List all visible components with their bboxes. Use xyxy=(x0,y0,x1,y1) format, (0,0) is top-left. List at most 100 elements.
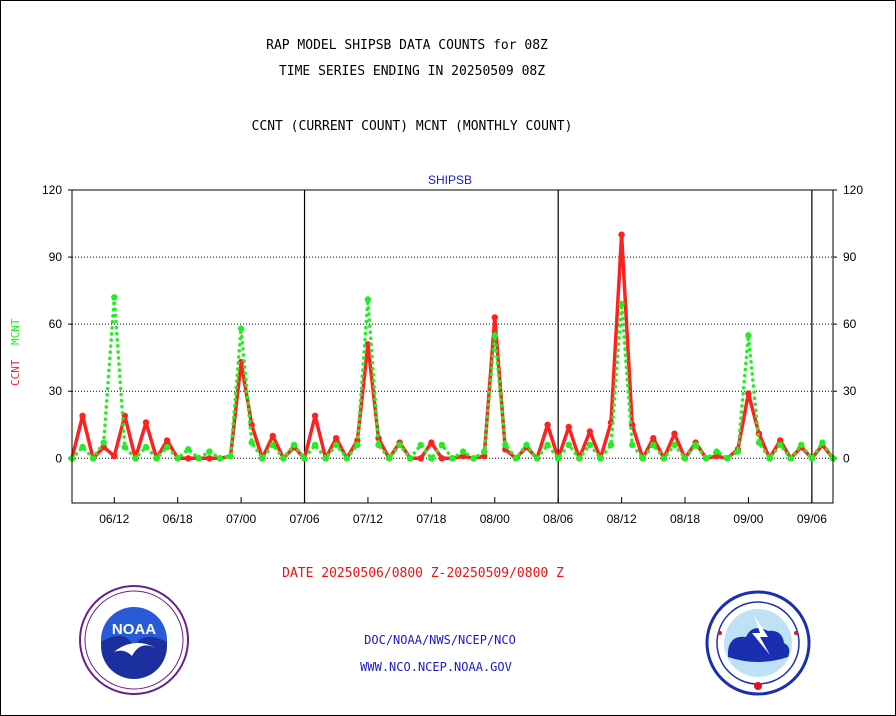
footer-org-path[interactable]: DOC/NOAA/NWS/NCEP/NCO xyxy=(364,633,516,647)
series-point-mcnt-39 xyxy=(481,448,488,455)
series-point-mcnt-8 xyxy=(153,455,160,462)
title-line-2: TIME SERIES ENDING IN 20250509 08Z xyxy=(278,64,546,79)
series-point-mcnt-13 xyxy=(206,448,213,455)
y-tick-label-right-0: 0 xyxy=(843,451,850,465)
series-point-mcnt-29 xyxy=(375,441,382,449)
x-tick-label-07-06: 07/06 xyxy=(290,512,320,526)
series-point-mcnt-22 xyxy=(301,455,308,462)
series-point-mcnt-2 xyxy=(89,455,97,462)
series-point-mcnt-63 xyxy=(734,448,742,455)
series-point-mcnt-64 xyxy=(745,332,752,339)
x-tick-label-08-06: 08/06 xyxy=(543,512,573,526)
series-point-ccnt-19 xyxy=(269,432,276,440)
series-point-mcnt-38 xyxy=(470,455,477,462)
series-point-mcnt-56 xyxy=(660,455,668,462)
series-point-mcnt-52 xyxy=(618,300,625,308)
series-point-mcnt-43 xyxy=(523,441,530,449)
series-point-mcnt-66 xyxy=(766,455,773,462)
series-point-ccnt-55 xyxy=(650,435,657,442)
series-point-mcnt-31 xyxy=(396,441,403,449)
series-point-ccnt-9 xyxy=(163,437,171,444)
series-point-mcnt-58 xyxy=(681,455,689,462)
series-point-mcnt-36 xyxy=(449,455,456,462)
panel-title: SHIPSB xyxy=(428,173,472,187)
y-tick-label-right-30: 30 xyxy=(843,384,857,398)
y-tick-label-left-60: 60 xyxy=(49,317,63,331)
x-tick-label-09-06: 09/06 xyxy=(797,512,827,526)
series-point-mcnt-26 xyxy=(343,455,350,462)
noaa-logo-icon: NOAA xyxy=(79,585,189,695)
series-point-mcnt-71 xyxy=(819,439,826,446)
series-point-ccnt-13 xyxy=(206,455,213,462)
series-point-ccnt-11 xyxy=(185,455,192,462)
series-point-mcnt-3 xyxy=(100,439,107,446)
series-point-mcnt-21 xyxy=(290,441,298,449)
series-point-mcnt-57 xyxy=(671,441,678,449)
x-tick-label-06-12: 06/12 xyxy=(99,512,129,526)
series-point-mcnt-4 xyxy=(111,294,118,301)
series-point-mcnt-14 xyxy=(216,455,224,462)
series-point-mcnt-54 xyxy=(639,455,646,462)
y-axis-label-mcnt: MCNT xyxy=(9,318,22,345)
chart-subtitle: CCNT (CURRENT COUNT) MCNT (MONTHLY COUNT… xyxy=(251,119,573,134)
series-point-ccnt-25 xyxy=(333,435,340,442)
series-point-mcnt-17 xyxy=(248,439,255,446)
y-tick-label-right-120: 120 xyxy=(843,183,863,197)
series-point-mcnt-61 xyxy=(713,448,720,455)
series-point-mcnt-48 xyxy=(576,455,583,462)
series-point-ccnt-27 xyxy=(354,437,361,444)
series-point-mcnt-35 xyxy=(438,441,446,449)
y-tick-label-left-30: 30 xyxy=(49,384,63,398)
series-point-mcnt-40 xyxy=(491,332,498,339)
series-point-mcnt-68 xyxy=(787,455,794,462)
footer-website-link[interactable]: WWW.NCO.NCEP.NOAA.GOV xyxy=(360,660,512,674)
series-point-mcnt-46 xyxy=(555,455,562,462)
series-point-mcnt-23 xyxy=(311,441,319,449)
x-tick-label-08-18: 08/18 xyxy=(670,512,700,526)
series-point-ccnt-67 xyxy=(777,437,784,444)
series-point-mcnt-20 xyxy=(280,455,287,462)
series-point-ccnt-39 xyxy=(481,452,488,460)
x-tick-label-08-12: 08/12 xyxy=(607,512,637,526)
series-point-ccnt-52 xyxy=(618,231,625,238)
series-point-mcnt-44 xyxy=(533,455,541,462)
series-point-ccnt-35 xyxy=(438,455,446,462)
series-point-mcnt-59 xyxy=(692,441,699,449)
series-point-mcnt-55 xyxy=(650,441,657,449)
series-point-mcnt-50 xyxy=(597,455,604,462)
series-point-mcnt-30 xyxy=(385,455,393,462)
series-point-mcnt-70 xyxy=(808,455,816,462)
series-point-mcnt-7 xyxy=(142,443,150,451)
series-point-ccnt-33 xyxy=(417,455,424,462)
series-point-mcnt-6 xyxy=(132,455,139,462)
series-point-ccnt-37 xyxy=(459,452,467,460)
series-point-ccnt-34 xyxy=(428,439,435,446)
series-point-mcnt-67 xyxy=(777,441,784,449)
series-point-mcnt-11 xyxy=(185,446,192,453)
series-point-mcnt-47 xyxy=(565,441,572,449)
y-tick-label-left-90: 90 xyxy=(49,250,63,264)
y-tick-label-left-120: 120 xyxy=(42,183,62,197)
x-tick-label-08-00: 08/00 xyxy=(480,512,510,526)
series-point-ccnt-49 xyxy=(586,428,594,435)
noaa-logo-text: NOAA xyxy=(112,621,156,638)
series-point-ccnt-64 xyxy=(745,390,752,397)
date-range: DATE 20250506/0800 Z-20250509/0800 Z xyxy=(282,566,564,581)
series-point-mcnt-25 xyxy=(333,441,340,449)
series-point-mcnt-53 xyxy=(629,441,636,449)
series-point-mcnt-34 xyxy=(428,455,435,462)
x-tick-label-09-00: 09/00 xyxy=(733,512,763,526)
series-line-ccnt xyxy=(70,232,835,461)
series-point-mcnt-9 xyxy=(163,443,171,451)
y-tick-label-right-90: 90 xyxy=(843,250,857,264)
series-point-ccnt-3 xyxy=(100,443,107,451)
y-axis-label-ccnt: CCNT xyxy=(9,359,22,386)
series-point-mcnt-41 xyxy=(502,441,509,449)
series-point-ccnt-7 xyxy=(142,419,150,426)
series-point-mcnt-69 xyxy=(798,441,805,449)
series-point-mcnt-51 xyxy=(607,441,615,449)
series-point-mcnt-12 xyxy=(195,455,202,462)
series-point-ccnt-40 xyxy=(491,314,498,321)
series-point-mcnt-33 xyxy=(417,441,424,449)
